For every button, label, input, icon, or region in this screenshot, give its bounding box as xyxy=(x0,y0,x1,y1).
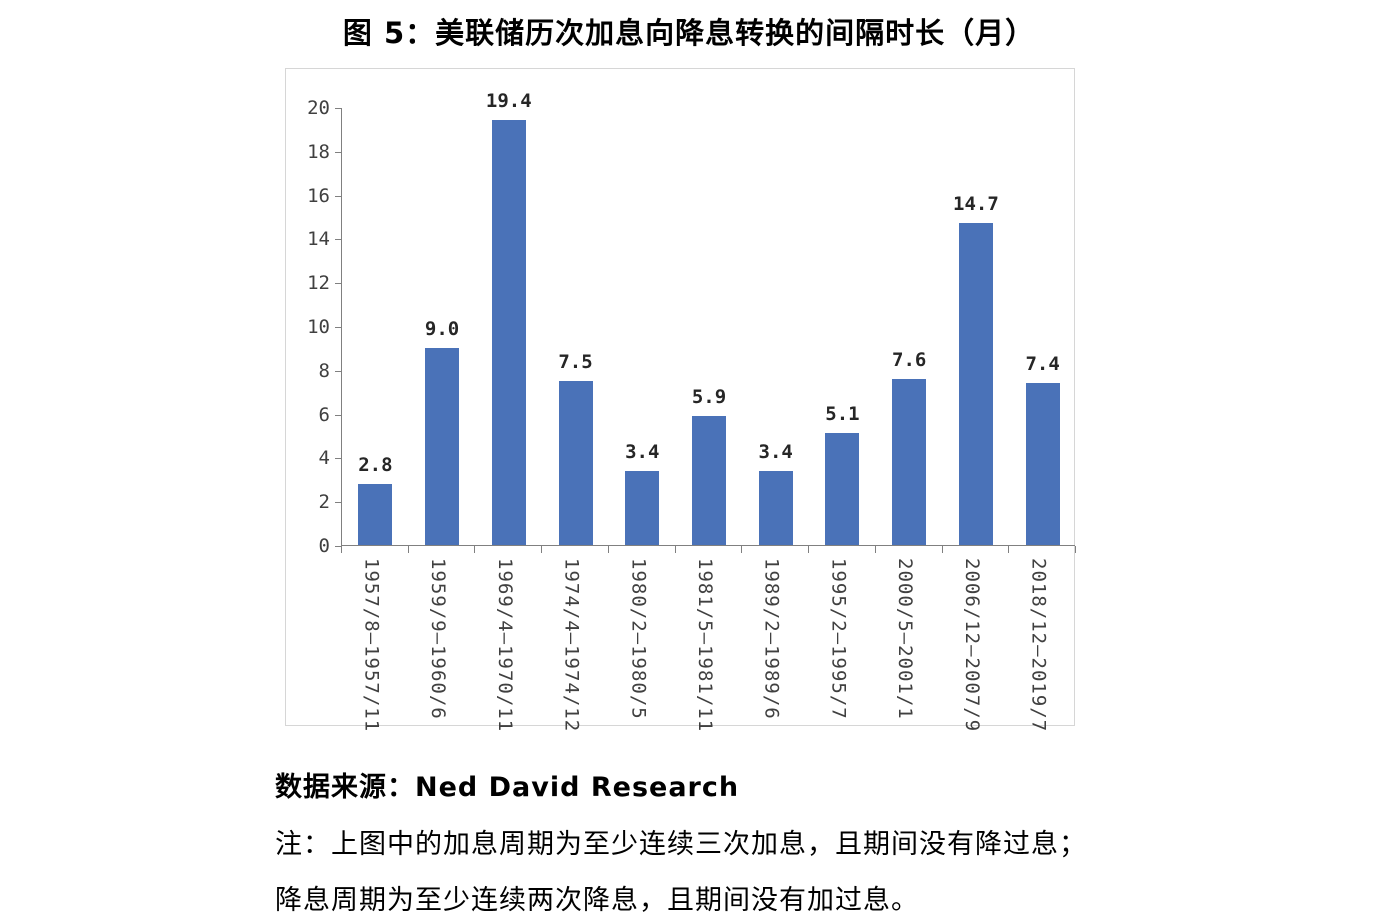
y-tick-mark xyxy=(335,283,341,285)
x-tick-mark xyxy=(808,546,810,553)
note-line-2: 降息周期为至少连续两次降息，且期间没有加过息。 xyxy=(275,885,919,916)
y-tick-mark xyxy=(335,414,341,416)
y-tick-mark xyxy=(335,458,341,460)
y-tick-label: 14 xyxy=(307,228,330,251)
x-tick-mark xyxy=(474,546,476,553)
bar xyxy=(692,415,726,545)
x-tick-label: 1989/2—1989/6 xyxy=(760,558,783,720)
x-tick-label: 1995/2—1995/7 xyxy=(827,558,850,720)
y-tick-label: 0 xyxy=(318,535,330,557)
y-tick-label: 10 xyxy=(307,316,330,338)
bar xyxy=(825,433,860,545)
bar-value-label: 5.1 xyxy=(825,403,860,426)
y-tick-label: 16 xyxy=(307,184,330,207)
bar-value-label: 7.6 xyxy=(892,348,927,371)
x-tick-mark xyxy=(607,546,609,553)
x-tick-label: 2006/12—2007/9 xyxy=(960,558,983,733)
x-tick-mark xyxy=(941,546,943,553)
note-line-1: 注：上图中的加息周期为至少连续三次加息，且期间没有降过息； xyxy=(275,829,1087,860)
y-tick-mark xyxy=(335,239,341,241)
plot-area: 2.8 9.0 19.4 7.5 3.4 5.9 3.4 5.1 7.6 14.7 7.4 xyxy=(341,90,1075,546)
x-tick-label: 1981/5—1981/11 xyxy=(694,558,716,733)
bar-value-label: 5.9 xyxy=(691,385,727,408)
y-tick-label: 4 xyxy=(318,447,330,470)
x-tick-mark xyxy=(407,546,409,553)
bar-value-label: 14.7 xyxy=(953,193,999,216)
y-tick-mark xyxy=(335,546,341,547)
y-tick-mark xyxy=(335,151,341,153)
x-tick-label: 1959/9—1960/6 xyxy=(427,558,450,720)
bar-value-label: 7.5 xyxy=(558,350,593,373)
bar-value-label: 2.8 xyxy=(358,453,393,476)
x-tick-mark xyxy=(341,546,342,553)
bar-value-label: 3.4 xyxy=(625,440,660,463)
x-tick-mark xyxy=(1075,546,1076,553)
x-tick-label: 1974/4—1974/12 xyxy=(560,558,583,733)
bar-value-label: 3.4 xyxy=(758,440,793,463)
x-tick-label: 1969/4—1970/11 xyxy=(493,558,516,733)
y-tick-mark xyxy=(335,502,341,504)
bar xyxy=(625,470,660,545)
y-tick-label: 12 xyxy=(307,272,330,295)
bar xyxy=(758,470,793,545)
y-tick-label: 20 xyxy=(307,97,330,119)
bar xyxy=(425,347,460,545)
x-tick-mark xyxy=(874,546,876,553)
bar-value-label: 9.0 xyxy=(424,317,460,340)
x-tick-label: 1980/2—1980/5 xyxy=(627,558,650,720)
y-tick-label: 2 xyxy=(318,491,330,514)
chart-title: 图 5：美联储历次加息向降息转换的间隔时长（月） xyxy=(342,16,1036,50)
bar xyxy=(558,380,593,545)
y-tick-label: 6 xyxy=(318,403,330,426)
bar-value-label: 19.4 xyxy=(485,90,532,113)
y-tick-label: 18 xyxy=(307,140,330,163)
bar-value-label: 7.4 xyxy=(1025,352,1060,375)
data-source-text: 数据来源：Ned David Research xyxy=(275,772,740,803)
x-tick-mark xyxy=(741,546,743,553)
y-tick-mark xyxy=(335,370,341,372)
chart-frame: 2.8 9.0 19.4 7.5 3.4 5.9 3.4 5.1 7.6 14.7 7.4 0 2 4 6… xyxy=(285,68,1076,732)
x-tick-label: 2018/12—2019/7 xyxy=(1027,558,1050,733)
y-tick-label: 8 xyxy=(318,359,330,382)
bar xyxy=(358,483,393,545)
y-tick-mark xyxy=(335,108,341,109)
y-tick-mark xyxy=(335,195,341,197)
y-tick-mark xyxy=(335,327,341,328)
x-tick-label: 2000/5—2001/1 xyxy=(894,558,917,720)
bar xyxy=(1025,382,1060,545)
bar xyxy=(892,378,927,545)
x-tick-label: 1957/8—1957/11 xyxy=(360,558,383,733)
bar xyxy=(958,223,993,545)
bar xyxy=(491,120,526,545)
x-tick-mark xyxy=(674,546,676,553)
x-tick-mark xyxy=(1008,546,1010,553)
x-tick-mark xyxy=(541,546,543,553)
